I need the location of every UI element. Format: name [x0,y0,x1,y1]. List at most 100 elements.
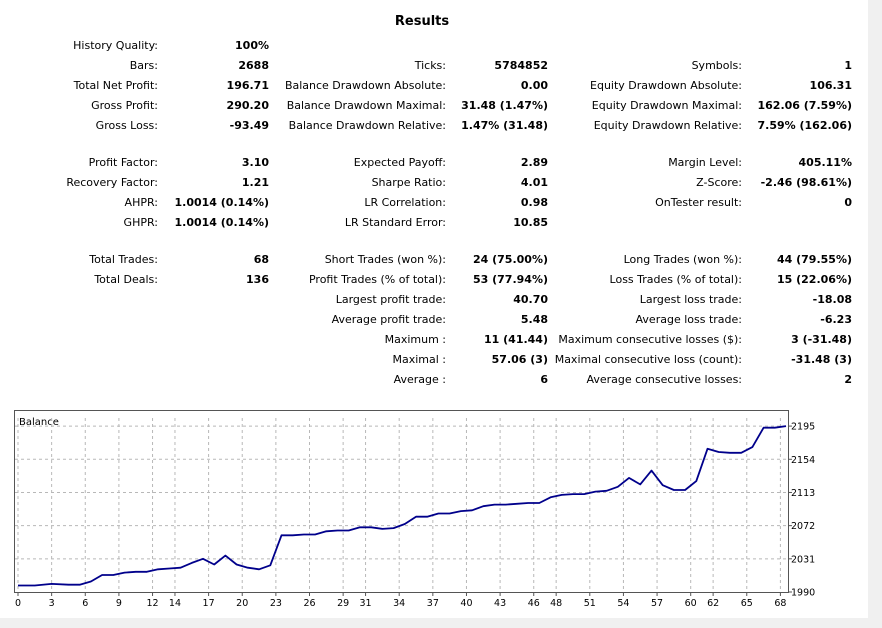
profit-factor-label: Profit Factor: [88,156,158,169]
window-edge-bottom [0,618,882,628]
x-tick-label: 34 [393,598,405,609]
loss-trades-value: 15 (22.06%) [776,273,852,286]
gross-profit-label: Gross Profit: [91,99,158,112]
plot-frame [14,410,789,593]
sharpe-ratio-value: 4.01 [520,176,548,189]
x-tick-label: 65 [741,598,753,609]
gross-loss-label: Gross Loss: [95,119,158,132]
balance-dd-abs-value: 0.00 [520,79,548,92]
largest-profit-value: 40.70 [513,293,548,306]
x-tick-label: 46 [528,598,540,609]
lr-std-error-label: LR Standard Error: [344,216,446,229]
maximal-consec-loss-value: -31.48 (3) [791,353,852,366]
balance-chart-svg: Balance 0 3 6 9 12 14 17 20 23 26 29 31 34 37 40 43 46 48… [14,410,815,609]
x-tick-label: 62 [707,598,719,609]
bars-label: Bars: [129,59,158,72]
ahpr-value: 1.0014 (0.14%) [174,196,270,209]
largest-loss-label: Largest loss trade: [639,293,742,306]
bars-value: 2688 [238,59,269,72]
sharpe-ratio-label: Sharpe Ratio: [371,176,446,189]
largest-profit-label: Largest profit trade: [335,293,446,306]
average-consec-losses-label: Average consecutive losses: [586,373,742,386]
average-profit-label: Average profit trade: [331,313,446,326]
ahpr-label: AHPR: [124,196,158,209]
x-tick-label: 37 [427,598,439,609]
x-tick-label: 29 [337,598,349,609]
ticks-value: 5784852 [494,59,548,72]
maximal-value: 57.06 (3) [491,353,548,366]
x-tick-label: 68 [774,598,786,609]
x-tick-label: 12 [146,598,158,609]
history-quality-value: 100% [235,39,269,52]
x-tick-label: 14 [169,598,181,609]
chart-title: Balance [19,417,59,428]
lr-std-error-value: 10.85 [513,216,548,229]
loss-trades-label: Loss Trades (% of total): [609,273,742,286]
equity-dd-max-label: Equity Drawdown Maximal: [591,99,742,112]
total-net-profit-value: 196.71 [226,79,269,92]
equity-dd-abs-value: 106.31 [809,79,852,92]
balance-chart: Balance 0 3 6 9 12 14 17 20 23 26 29 31 34 37 40 43 46 48… [14,410,860,610]
recovery-factor-value: 1.21 [241,176,269,189]
profit-factor-value: 3.10 [241,156,269,169]
z-score-value: -2.46 (98.61%) [760,176,852,189]
x-tick-label: 43 [494,598,506,609]
y-tick-label: 2072 [791,521,815,532]
x-tick-label: 20 [236,598,248,609]
symbols-label: Symbols: [691,59,742,72]
balance-dd-max-value: 31.48 (1.47%) [461,99,548,112]
maximal-label: Maximal : [392,353,446,366]
x-tick-label: 0 [15,598,21,609]
x-tick-label: 40 [460,598,472,609]
total-deals-value: 136 [246,273,269,286]
total-net-profit-label: Total Net Profit: [73,79,158,92]
y-axis-ticks: 1990 2031 2072 2113 2154 2195 [788,422,815,599]
lr-correlation-label: LR Correlation: [364,196,446,209]
maximal-consec-loss-label: Maximal consecutive loss (count): [554,353,742,366]
profit-trades-label: Profit Trades (% of total): [308,273,446,286]
short-trades-label: Short Trades (won %): [324,253,446,266]
ontester-result-value: 0 [844,196,852,209]
equity-dd-max-value: 162.06 (7.59%) [757,99,853,112]
equity-dd-rel-value: 7.59% (162.06) [757,119,853,132]
history-quality-label: History Quality: [73,39,158,52]
ontester-result-label: OnTester result: [655,196,742,209]
equity-dd-abs-label: Equity Drawdown Absolute: [590,79,742,92]
x-tick-label: 26 [303,598,315,609]
ghpr-label: GHPR: [123,216,158,229]
z-score-label: Z-Score: [696,176,742,189]
balance-dd-abs-label: Balance Drawdown Absolute: [284,79,446,92]
y-tick-label: 2113 [791,488,815,499]
y-tick-label: 2031 [791,554,815,565]
x-tick-label: 17 [203,598,215,609]
long-trades-value: 44 (79.55%) [776,253,852,266]
maximum-value: 11 (41.44) [484,333,548,346]
total-trades-label: Total Trades: [89,253,158,266]
balance-dd-rel-label: Balance Drawdown Relative: [288,119,446,132]
equity-dd-rel-label: Equity Drawdown Relative: [593,119,742,132]
average-consec-losses-value: 2 [844,373,852,386]
results-title: Results [394,14,450,29]
y-tick-label: 2154 [791,455,815,466]
lr-correlation-value: 0.98 [520,196,548,209]
ticks-label: Ticks: [414,59,446,72]
largest-loss-value: -18.08 [812,293,852,306]
x-tick-label: 48 [550,598,562,609]
balance-series-line [18,425,787,587]
recovery-factor-label: Recovery Factor: [66,176,158,189]
average-loss-label: Average loss trade: [635,313,742,326]
max-consec-losses-label: Maximum consecutive losses ($): [558,333,742,346]
max-consec-losses-value: 3 (-31.48) [791,333,852,346]
expected-payoff-value: 2.89 [520,156,548,169]
x-tick-label: 31 [360,598,372,609]
x-tick-label: 51 [584,598,596,609]
balance-dd-max-label: Balance Drawdown Maximal: [286,99,446,112]
x-tick-label: 23 [270,598,282,609]
average-label: Average : [393,373,446,386]
balance-dd-rel-value: 1.47% (31.48) [461,119,548,132]
profit-trades-value: 53 (77.94%) [472,273,548,286]
window-edge-right [868,0,882,628]
short-trades-value: 24 (75.00%) [472,253,548,266]
ghpr-value: 1.0014 (0.14%) [174,216,270,229]
expected-payoff-label: Expected Payoff: [353,156,446,169]
